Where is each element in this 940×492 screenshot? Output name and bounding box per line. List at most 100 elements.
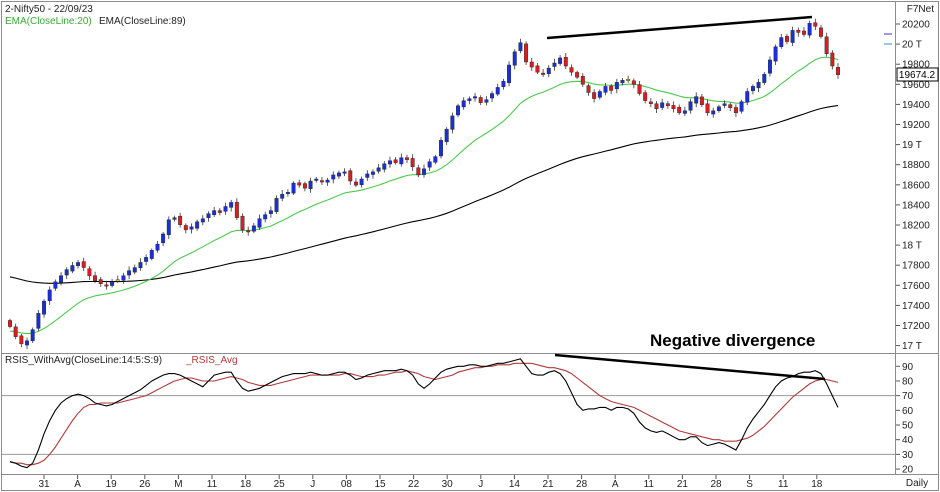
candle-body xyxy=(813,22,818,27)
candle-body xyxy=(541,72,546,75)
price-y-tick-label: 19200 xyxy=(902,120,930,131)
candle-body xyxy=(819,27,823,37)
price-y-tick-label: 18200 xyxy=(902,221,930,232)
candle-body xyxy=(223,206,228,212)
candle-body xyxy=(183,225,188,231)
candle-body xyxy=(353,181,358,186)
candle-body xyxy=(115,279,120,282)
candle-body xyxy=(399,157,404,165)
candle-body xyxy=(87,268,92,276)
candle-body xyxy=(733,107,738,114)
candle-body xyxy=(484,99,489,103)
candles xyxy=(8,18,840,350)
candle-body xyxy=(302,183,307,189)
candle-body xyxy=(654,103,659,109)
candle-body xyxy=(711,110,716,115)
last-price-label: 19674.2 xyxy=(899,70,936,81)
candle-body xyxy=(331,174,336,180)
candle-body xyxy=(359,178,364,186)
candle-body xyxy=(240,215,245,231)
candle-body xyxy=(263,214,268,220)
candle-body xyxy=(467,98,472,101)
x-tick-label: 21 xyxy=(542,479,554,490)
x-tick-label: 25 xyxy=(274,479,286,490)
price-y-tick-label: 17800 xyxy=(902,261,930,272)
candle-body xyxy=(206,213,211,218)
candle-body xyxy=(756,82,761,89)
candle-body xyxy=(257,218,262,228)
x-tick-label: S xyxy=(746,479,753,490)
rsi-y-tick-label: 70 xyxy=(902,391,914,402)
candle-body xyxy=(728,104,733,108)
x-tick-label: J xyxy=(310,479,315,490)
x-tick-label: J xyxy=(478,479,483,490)
candle-body xyxy=(569,67,574,73)
candle-body xyxy=(376,167,381,172)
divergence-trendlines xyxy=(546,15,826,381)
candle-body xyxy=(121,275,126,281)
candle-body xyxy=(59,275,63,283)
rsi-avg-legend: _RSIS_Avg xyxy=(185,355,238,366)
x-tick-label: 11 xyxy=(207,479,218,490)
candle-body xyxy=(189,226,194,230)
rsi-trendline xyxy=(554,353,826,381)
rsi-y-tick-label: 50 xyxy=(902,421,914,432)
candle-body xyxy=(172,217,177,220)
x-tick-label: 18 xyxy=(811,479,823,490)
candle-body xyxy=(439,140,443,157)
ema-slow-line xyxy=(9,105,839,284)
price-y-tick-label: 17400 xyxy=(902,301,930,312)
candle-body xyxy=(546,67,551,75)
candle-body xyxy=(779,37,784,47)
candle-body xyxy=(807,23,812,36)
candle-body xyxy=(722,103,727,106)
candle-body xyxy=(336,172,341,177)
period-label: Daily xyxy=(906,478,928,489)
x-tick-label: 18 xyxy=(240,479,252,490)
candle-body xyxy=(308,180,313,189)
candle-body xyxy=(433,156,438,163)
candle-body xyxy=(8,320,12,327)
candle-body xyxy=(393,159,398,163)
x-tick-label: 08 xyxy=(341,479,353,490)
candle-body xyxy=(212,210,217,216)
candle-body xyxy=(200,218,205,223)
divergence-annotation: Negative divergence xyxy=(650,331,815,350)
x-axis-ticks: 31 A 19 26 M 11 18 25 J 08 15 22 30 J 14 21 28 A 11 21 28 S 11… xyxy=(38,475,823,490)
candle-body xyxy=(285,192,290,194)
candle-body xyxy=(195,221,200,229)
candle-body xyxy=(518,42,523,52)
price-y-tick-label: 18600 xyxy=(902,180,930,191)
price-y-tick-label: 17200 xyxy=(902,321,930,332)
candle-body xyxy=(716,106,721,112)
candle-body xyxy=(535,65,540,73)
candle-body xyxy=(13,326,18,337)
rsi-y-tick-label: 80 xyxy=(902,376,914,387)
candle-body xyxy=(620,80,625,84)
candle-body xyxy=(563,57,568,67)
candle-body xyxy=(325,179,330,183)
candle-body xyxy=(166,219,171,236)
x-tick-label: 28 xyxy=(576,479,588,490)
brand-label: F7Net xyxy=(907,4,934,15)
price-y-tick-label: 20 T xyxy=(902,40,922,51)
price-y-tick-label: 18800 xyxy=(902,160,930,171)
candle-body xyxy=(750,86,755,92)
y-axis-ticks: 20200 20 T 19800 19600 19400 19200 19 T 18800 18… xyxy=(884,20,930,476)
last-price-box xyxy=(896,67,939,82)
candle-body xyxy=(348,170,353,182)
candle-body xyxy=(229,202,234,208)
candle-body xyxy=(529,61,534,68)
candle-body xyxy=(796,29,801,33)
candle-body xyxy=(42,300,46,315)
x-tick-label: 11 xyxy=(778,479,789,490)
x-tick-label: 31 xyxy=(38,479,50,490)
candle-body xyxy=(251,225,256,232)
candle-body xyxy=(592,92,597,99)
x-tick-label: 28 xyxy=(710,479,722,490)
price-y-tick-label: 17 T xyxy=(902,341,922,352)
candle-body xyxy=(280,194,285,199)
candle-body xyxy=(456,105,460,116)
candle-body xyxy=(410,158,415,167)
rsi-legend: RSIS_WithAvg(CloseLine:14:5:S:9) xyxy=(5,355,162,366)
